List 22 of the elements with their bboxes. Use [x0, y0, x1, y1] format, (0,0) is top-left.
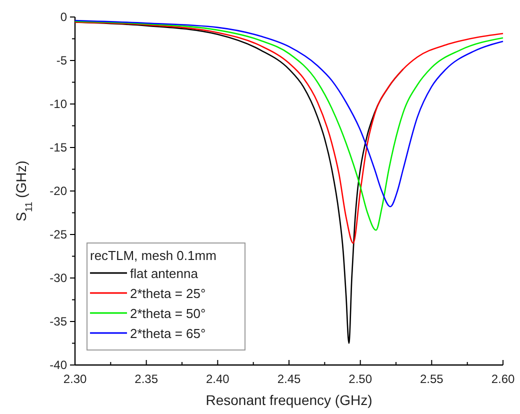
- y-tick-label: -30: [50, 271, 68, 285]
- y-tick-label: -25: [50, 228, 68, 242]
- x-tick-label: 2.55: [420, 372, 444, 386]
- legend-label: flat antenna: [130, 266, 199, 281]
- y-tick-label: -15: [50, 140, 68, 154]
- y-tick-label: -5: [56, 54, 68, 68]
- y-tick-label: 0: [60, 10, 68, 24]
- legend-label: 2*theta = 25°: [130, 286, 206, 301]
- legend-label: 2*theta = 50°: [130, 306, 206, 321]
- y-tick-label: -10: [50, 97, 68, 111]
- x-tick-label: 2.40: [206, 372, 230, 386]
- legend-title: recTLM, mesh 0.1mm: [90, 248, 216, 263]
- x-tick-label: 2.50: [348, 372, 372, 386]
- y-tick-label: -20: [50, 184, 68, 198]
- x-tick-label: 2.35: [134, 372, 158, 386]
- x-tick-label: 2.30: [63, 372, 87, 386]
- x-tick-label: 2.60: [491, 372, 515, 386]
- x-axis-title: Resonant frequency (GHz): [206, 392, 372, 408]
- legend-label: 2*theta = 65°: [130, 326, 206, 341]
- y-tick-label: -40: [50, 358, 68, 372]
- y-tick-label: -35: [50, 314, 68, 328]
- x-tick-label: 2.45: [277, 372, 301, 386]
